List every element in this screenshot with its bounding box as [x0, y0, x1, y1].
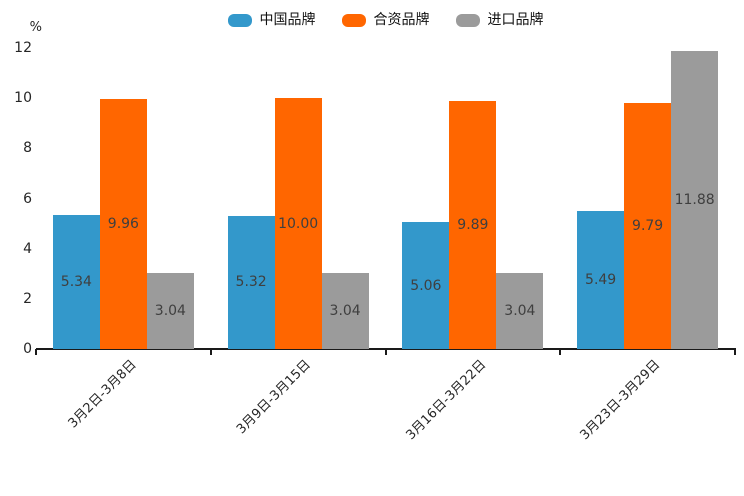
bar-value-label: 5.49	[585, 272, 617, 289]
legend-label-china-brand: 中国品牌	[259, 12, 316, 28]
bar: 5.34	[52, 215, 100, 349]
legend-swatch-import-brand	[455, 13, 480, 27]
bar: 3.04	[496, 272, 544, 349]
bar: 11.88	[671, 51, 719, 349]
bar: 5.49	[577, 211, 625, 349]
bar: 5.06	[402, 222, 450, 349]
bar-value-label: 9.96	[107, 216, 139, 233]
legend-swatch-china-brand	[227, 13, 252, 27]
x-axis-tick	[384, 349, 387, 355]
bar: 9.79	[624, 103, 672, 349]
chart-legend: 中国品牌 合资品牌 进口品牌	[36, 8, 735, 32]
legend-label-joint-venture-brand: 合资品牌	[373, 12, 430, 28]
bar-value-label: 5.06	[410, 277, 442, 294]
x-tick-label: 3月23日-3月29日	[577, 357, 664, 444]
x-axis-tick	[35, 349, 37, 355]
bar-value-label: 11.88	[674, 191, 715, 208]
bar-value-label: 3.04	[329, 302, 361, 319]
y-tick-label: 2	[23, 290, 32, 307]
y-tick-label: 0	[23, 341, 32, 357]
bar-value-label: 5.34	[60, 274, 92, 291]
y-tick-label: 12	[14, 40, 32, 56]
bar-value-label: 10.00	[278, 215, 319, 232]
legend-swatch-joint-venture-brand	[341, 13, 366, 27]
y-tick-label: 6	[23, 190, 32, 207]
bar-value-label: 3.04	[154, 302, 186, 319]
y-tick-label: 4	[23, 240, 32, 257]
x-tick-label: 3月9日-3月15日	[234, 357, 315, 438]
x-axis-tick	[209, 349, 212, 355]
legend-item-joint-venture-brand: 合资品牌	[341, 12, 430, 28]
legend-item-china-brand: 中国品牌	[227, 12, 316, 28]
bar: 3.04	[146, 272, 194, 349]
bar: 5.32	[227, 215, 275, 349]
x-axis-tick	[734, 349, 736, 355]
bar-value-label: 9.89	[457, 216, 489, 233]
y-tick-label: 8	[23, 140, 32, 157]
bar: 9.89	[449, 100, 497, 349]
bar: 3.04	[321, 272, 369, 349]
y-tick-label: 10	[14, 90, 32, 107]
legend-item-import-brand: 进口品牌	[455, 12, 544, 28]
bar-value-label: 3.04	[504, 302, 536, 319]
bar-value-label: 9.79	[632, 218, 664, 235]
bar: 9.96	[99, 99, 147, 349]
bar: 10.00	[274, 98, 322, 349]
bar-value-label: 5.32	[235, 274, 267, 291]
x-tick-label: 3月16日-3月22日	[402, 357, 489, 444]
y-axis-unit-label: %	[29, 20, 42, 35]
x-tick-label: 3月2日-3月8日	[65, 357, 140, 432]
x-axis-tick	[559, 349, 562, 355]
legend-label-import-brand: 进口品牌	[487, 12, 544, 28]
